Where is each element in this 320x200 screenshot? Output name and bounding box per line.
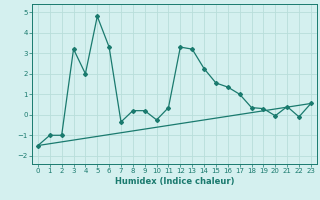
X-axis label: Humidex (Indice chaleur): Humidex (Indice chaleur): [115, 177, 234, 186]
